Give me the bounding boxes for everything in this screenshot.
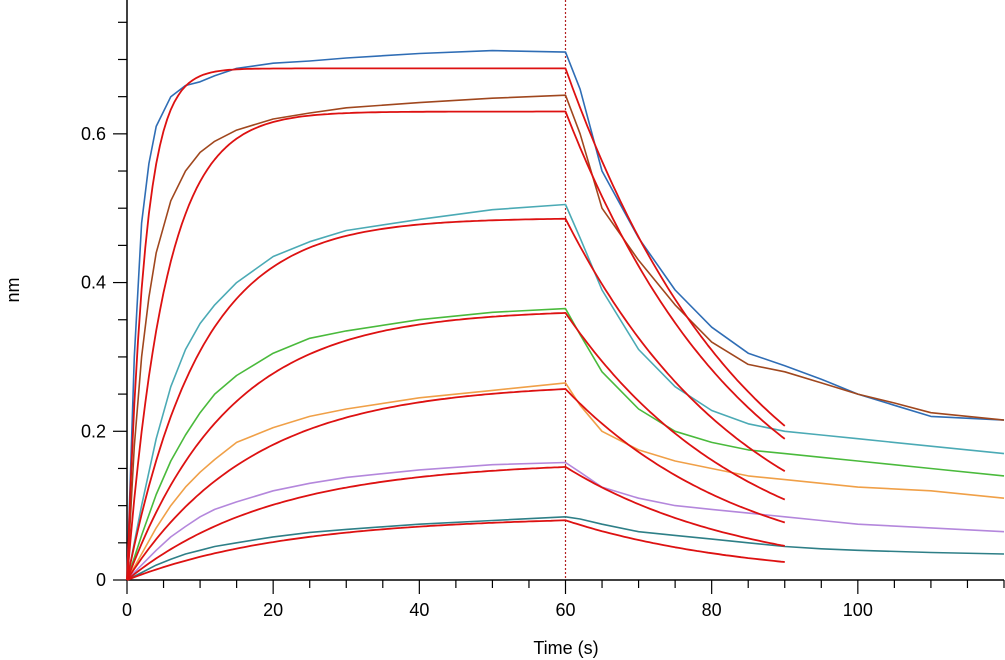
x-tick-label: 0 <box>122 600 132 620</box>
fit-curve-5 <box>126 388 786 581</box>
y-tick-label: 0 <box>96 570 106 590</box>
series-line-6 <box>126 461 1005 581</box>
y-ticks: 0 0.2 0.4 0.6 <box>81 21 127 590</box>
fit-curve-1 <box>126 67 786 581</box>
series-layer <box>126 49 1005 581</box>
axes: 0 20 40 60 80 100 0 0.2 0.4 0.6 <box>81 0 1005 620</box>
series-line-2 <box>126 94 1005 581</box>
y-axis-label: nm <box>3 277 23 302</box>
series-line-7 <box>126 515 1005 581</box>
series-line-1 <box>126 49 1005 581</box>
x-ticks: 0 20 40 60 80 100 <box>122 580 1005 620</box>
fit-curve-2 <box>126 110 786 581</box>
y-tick-label: 0.2 <box>81 421 106 441</box>
fit-curve-4 <box>126 311 786 581</box>
x-tick-label: 100 <box>843 600 873 620</box>
x-tick-label: 80 <box>702 600 722 620</box>
x-tick-label: 40 <box>409 600 429 620</box>
fit-curve-7 <box>126 519 785 581</box>
fit-curve-3 <box>126 217 786 581</box>
x-tick-label: 20 <box>263 600 283 620</box>
series-line-5 <box>126 382 1005 581</box>
x-axis-label: Time (s) <box>533 638 598 658</box>
fit-layer <box>126 67 786 581</box>
x-tick-label: 60 <box>555 600 575 620</box>
fit-curve-6 <box>126 465 785 581</box>
y-tick-label: 0.6 <box>81 124 106 144</box>
series-line-4 <box>126 307 1005 581</box>
series-line-3 <box>126 203 1005 581</box>
y-tick-label: 0.4 <box>81 273 106 293</box>
